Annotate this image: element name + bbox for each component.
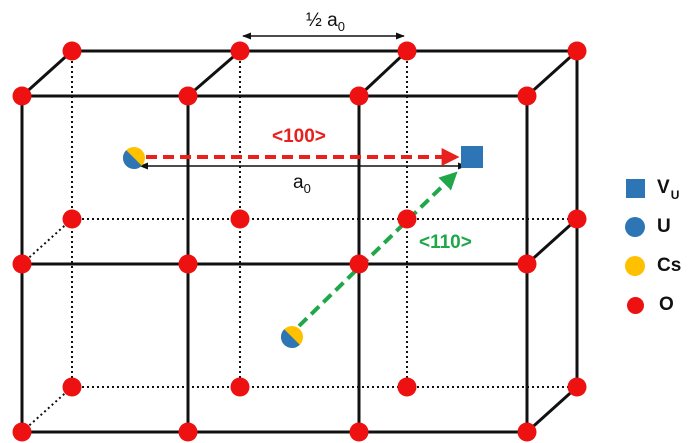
oxygen-atom	[12, 86, 32, 106]
direction-100-label: <100>	[272, 126, 326, 147]
u-cs-atom-left	[122, 147, 145, 170]
half-a0-label: ½ a0	[306, 10, 345, 34]
oxygen-atom	[62, 377, 82, 397]
a0-label: a0	[293, 172, 311, 196]
oxygen-atom	[349, 422, 369, 442]
oxygen-atom	[62, 41, 82, 61]
oxygen-atom	[12, 422, 32, 442]
oxygen-atom	[62, 209, 82, 229]
oxygen-circle-icon	[627, 296, 644, 314]
oxygen-atom	[349, 86, 369, 106]
oxygen-atom	[397, 41, 417, 61]
back-dotted-lines	[21, 51, 577, 433]
legend-cesium: Cs	[625, 253, 681, 279]
oxygen-atom	[517, 422, 537, 442]
solid-lattice-lines	[20, 49, 579, 434]
legend-oxygen: O	[627, 292, 674, 318]
legend-vacancy: VU	[626, 175, 680, 202]
u-cs-atom-bottom	[280, 326, 303, 349]
legend-uranium-label: U	[657, 216, 671, 237]
oxygen-atom	[397, 377, 417, 397]
oxygen-atom	[517, 254, 537, 274]
legend-vacancy-label: VU	[657, 177, 680, 202]
oxygen-atoms	[12, 41, 587, 442]
uranium-vacancy-square	[461, 146, 483, 168]
uranium-circle-icon	[625, 217, 645, 237]
oxygen-atom	[230, 209, 250, 229]
oxygen-atom	[230, 377, 250, 397]
legend-uranium: U	[625, 214, 671, 240]
oxygen-atom	[567, 377, 587, 397]
legend-oxygen-label: O	[659, 294, 674, 315]
oxygen-atom	[12, 254, 32, 274]
arrow-100: <100>	[146, 126, 460, 166]
oxygen-atom	[178, 254, 198, 274]
oxygen-atom	[230, 41, 250, 61]
oxygen-atom	[349, 254, 369, 274]
oxygen-atom	[178, 86, 198, 106]
direction-110-label: <110>	[419, 232, 472, 253]
cesium-circle-icon	[625, 256, 645, 276]
vacancy-square-icon	[626, 178, 645, 198]
a0-dimension: a0	[139, 162, 467, 196]
arrow-110: <110>	[297, 171, 472, 328]
oxygen-atom	[397, 209, 417, 229]
oxygen-atom	[178, 422, 198, 442]
oxygen-atom	[567, 41, 587, 61]
oxygen-atom	[517, 86, 537, 106]
oxygen-atom	[567, 209, 587, 229]
legend-cesium-label: Cs	[657, 255, 682, 276]
half-a0-dimension: ½ a0	[242, 10, 405, 40]
